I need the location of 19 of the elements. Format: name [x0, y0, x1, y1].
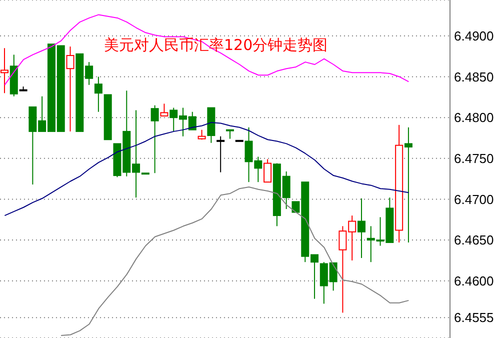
line-series [4, 14, 410, 86]
y-tick-label: 6.4700 [454, 192, 494, 207]
y-tick-label: 6.4900 [454, 28, 494, 44]
candlestick [216, 136, 225, 173]
candlestick [357, 198, 366, 258]
candlestick [19, 86, 28, 92]
y-tick-label: 6.4750 [454, 151, 494, 166]
candlestick [94, 76, 102, 112]
y-tick-label: 6.4800 [454, 110, 494, 126]
y-tick-label: 6.4600 [454, 273, 494, 288]
candlestick [66, 46, 74, 132]
candlestick [160, 103, 168, 116]
y-tick-label: 6.4555 [454, 310, 494, 326]
text: 美元对人民币汇率120分钟走势图 [104, 36, 328, 55]
candlestick [264, 158, 272, 183]
candlestick [404, 126, 412, 243]
y-tick-label: 6.4650 [454, 232, 494, 248]
candlestick [150, 104, 159, 174]
y-tick-label: 6.4850 [454, 69, 494, 84]
